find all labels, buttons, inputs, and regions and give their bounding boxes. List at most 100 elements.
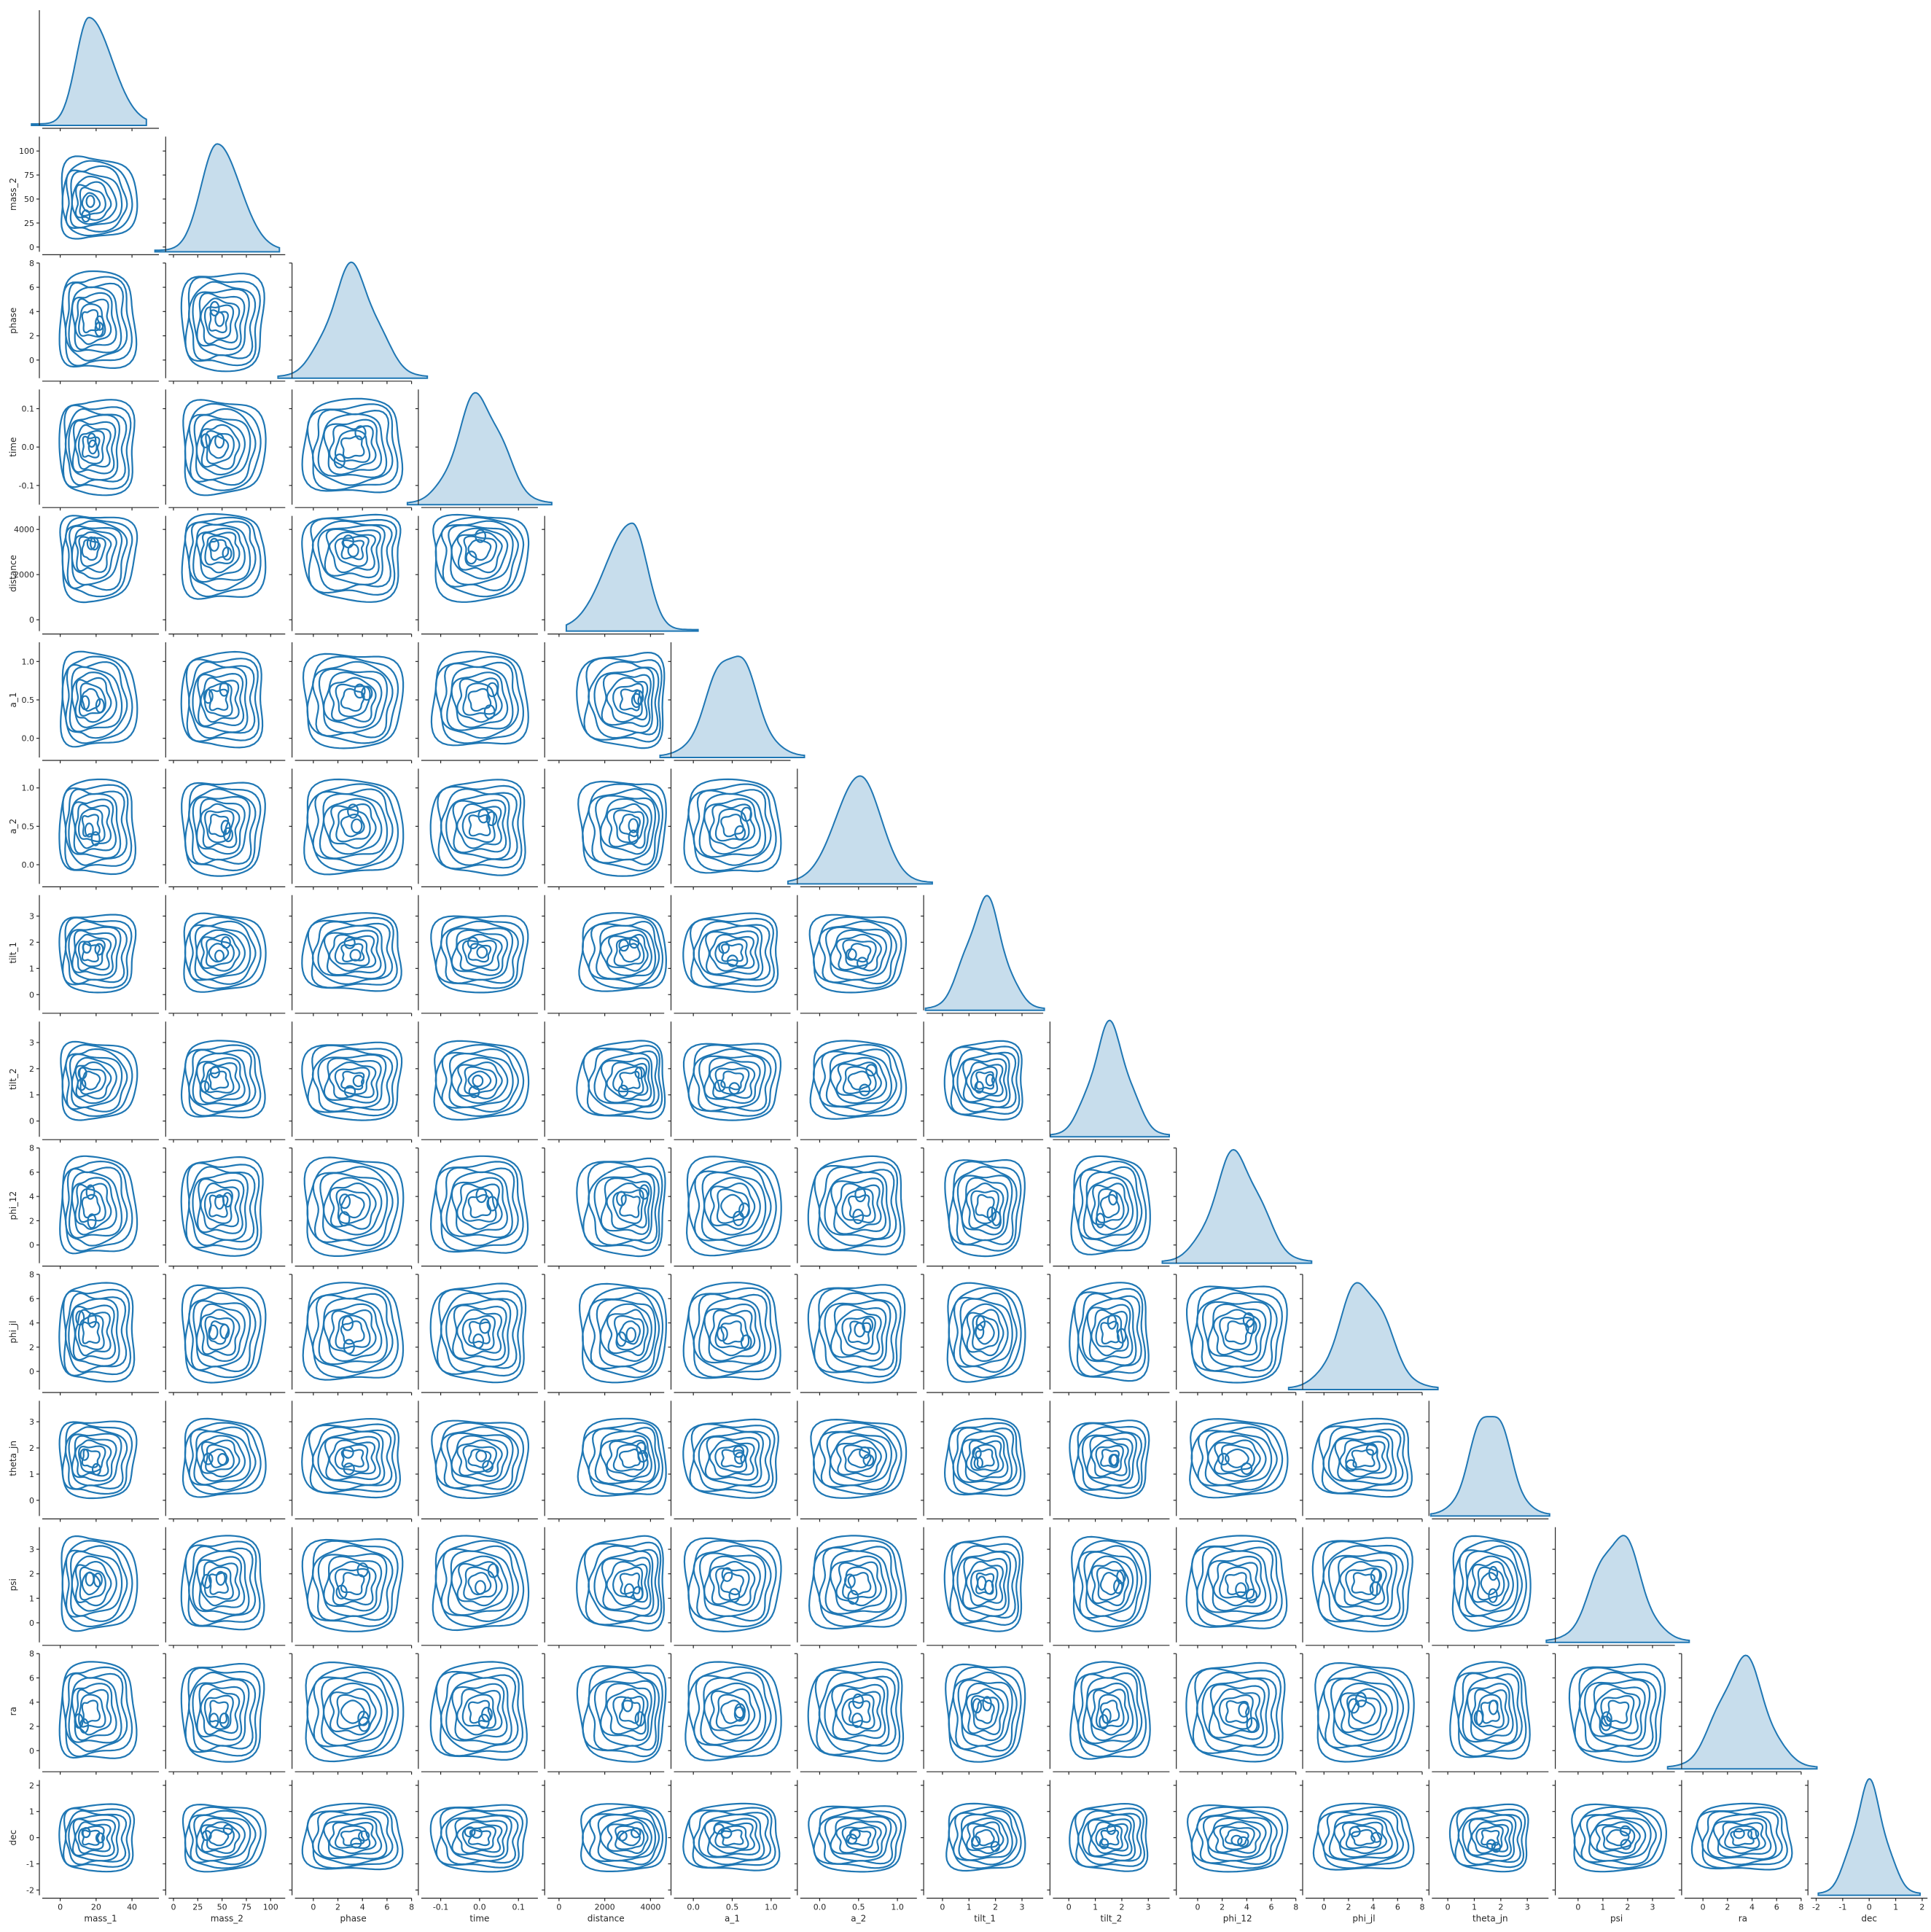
contour-level-6 (456, 1688, 503, 1736)
contour-level-2 (61, 1666, 133, 1758)
contour-level-1 (301, 513, 402, 603)
contour-level-1 (1069, 1282, 1150, 1382)
contour-level-5 (703, 1177, 761, 1236)
x-tick-label: 4 (1749, 1903, 1755, 1912)
x-axis-label-ra: ra (1739, 1914, 1747, 1924)
contour-level-5 (451, 1683, 508, 1741)
contour-level-6 (456, 1821, 503, 1854)
contour-level-5 (195, 1303, 246, 1363)
panel-tilt_2-vs-phi_12 (1047, 1147, 1170, 1269)
panel-a_2-vs-tilt_1 (794, 895, 917, 1016)
panel-distance-vs-psi (542, 1527, 666, 1648)
y-tick-label: 6 (29, 1294, 34, 1304)
contour-level-6 (965, 1688, 1004, 1736)
contour-level-8 (848, 1700, 871, 1723)
contour-level-5 (195, 929, 246, 977)
panel-a_1-vs-tilt_1 (668, 895, 791, 1016)
contour-level-8 (81, 943, 101, 962)
contour-level-4 (445, 1677, 512, 1745)
panel-phase-vs-dec: 0 2 4 6 8 (289, 1780, 414, 1912)
contour-peak (740, 1334, 752, 1350)
contour-level-7 (1345, 1567, 1381, 1601)
contour-level-2 (814, 1161, 902, 1251)
contour-peak (333, 453, 346, 469)
contour-level-6 (1091, 1561, 1130, 1607)
x-tick-label: 0 (311, 1903, 316, 1912)
contour-level-4 (446, 666, 514, 731)
contour-level-8 (618, 813, 641, 838)
contour-level-7 (204, 1566, 234, 1600)
contour-level-1 (1185, 1535, 1288, 1629)
contour-level-6 (74, 1309, 112, 1357)
contour-level-7 (205, 938, 235, 967)
panel-time-vs-phi_12 (415, 1147, 538, 1269)
contour-level-6 (456, 1061, 503, 1100)
contour-level-6 (200, 297, 241, 345)
contour-level-6 (1718, 1821, 1766, 1855)
contour-level-5 (961, 1435, 1009, 1482)
contour-peak (616, 1191, 627, 1207)
contour-peak (342, 1446, 354, 1459)
contour-level-3 (588, 1166, 660, 1247)
contour-level-4 (447, 1550, 514, 1616)
contour-level-8 (1100, 1449, 1120, 1468)
contour-level-7 (613, 1315, 645, 1351)
contour-level-4 (445, 1171, 513, 1239)
contour-level-7 (715, 1567, 750, 1601)
panel-a_2-vs-dec: 0.0 0.5 1.0 (794, 1780, 917, 1912)
panel-time-vs-psi (415, 1527, 538, 1648)
contour-level-6 (1091, 1821, 1129, 1855)
contour-level-7 (204, 1066, 235, 1094)
contour-level-4 (957, 1679, 1013, 1747)
contour-peak (986, 1206, 997, 1222)
contour-level-6 (200, 1561, 241, 1607)
contour-level-8 (340, 539, 365, 561)
y-tick-label: 1 (29, 1091, 34, 1100)
x-axis-label-theta_jn: theta_jn (1472, 1914, 1508, 1924)
panel-mass_1-vs-mass_1 (31, 10, 159, 131)
contour-level-5 (450, 929, 509, 976)
contour-level-6 (709, 1560, 756, 1606)
contour-level-2 (434, 516, 525, 598)
contour-level-3 (1701, 1810, 1783, 1866)
contour-level-1 (682, 1418, 779, 1499)
contour-peak (983, 1579, 994, 1595)
panel-mass_2-vs-theta_jn (163, 1401, 286, 1522)
contour-level-5 (195, 418, 246, 476)
contour-level-3 (693, 920, 771, 985)
y-tick-label: 1.0 (22, 784, 35, 793)
contour-level-4 (192, 1172, 249, 1242)
contour-level-2 (582, 1161, 663, 1252)
contour-level-1 (181, 1284, 267, 1384)
contour-peak (214, 433, 225, 449)
contour-level-4 (824, 1550, 892, 1615)
contour-peak (854, 1186, 867, 1203)
contour-peak (637, 1449, 649, 1463)
x-tick-label: 1 (1472, 1903, 1477, 1912)
contour-level-2 (813, 1288, 902, 1378)
contour-level-7 (335, 1567, 371, 1601)
y-tick-label: 2 (29, 1444, 34, 1453)
contour-level-7 (464, 1066, 498, 1095)
contour-level-7 (1095, 1314, 1124, 1350)
contour-level-5 (323, 1303, 383, 1363)
contour-level-5 (196, 1683, 246, 1741)
contour-level-4 (1203, 1815, 1273, 1862)
contour-level-8 (848, 1320, 872, 1345)
contour-peak (82, 940, 92, 954)
contour-level-7 (78, 939, 106, 967)
x-tick-label: 0 (1701, 1903, 1706, 1912)
contour-level-7 (461, 1188, 497, 1223)
y-axis-label-tilt_2: tilt_2 (8, 1068, 18, 1090)
contour-level-8 (208, 1699, 229, 1724)
contour-level-4 (698, 1430, 765, 1487)
contour-level-8 (208, 688, 229, 712)
contour-peak (1349, 1826, 1361, 1837)
contour-peak (1369, 1581, 1381, 1597)
contour-peak (1601, 1711, 1612, 1727)
contour-level-3 (953, 1292, 1018, 1374)
contour-peak (1488, 1699, 1499, 1715)
contour-peak (974, 1080, 984, 1094)
y-tick-label: 1 (29, 964, 34, 973)
contour-peak (617, 1084, 629, 1097)
